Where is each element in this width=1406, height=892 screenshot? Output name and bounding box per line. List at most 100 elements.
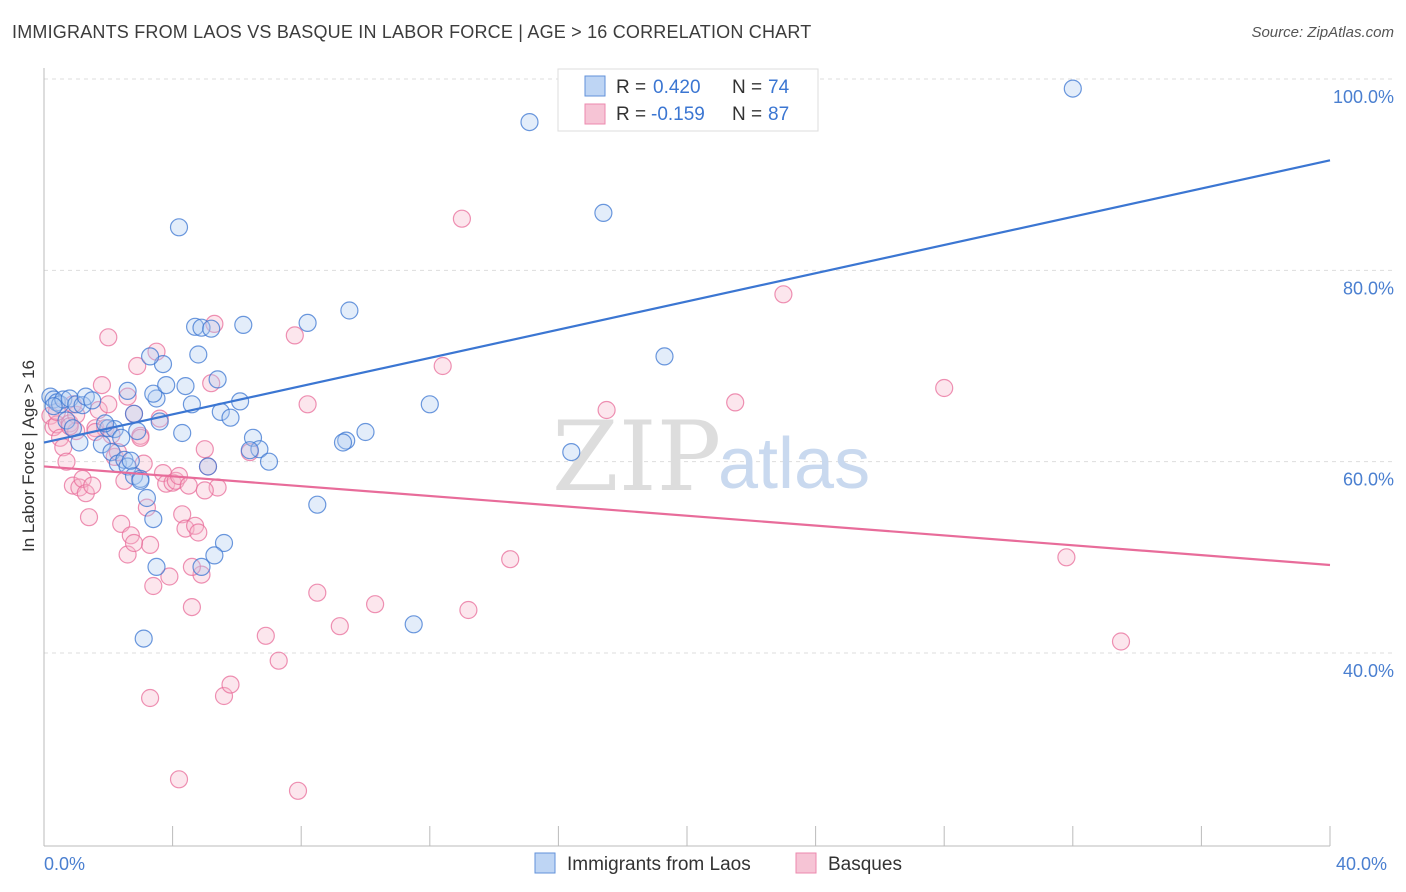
x-tick-label-min: 0.0% — [44, 854, 85, 874]
legend-r-label-laos: R = — [616, 77, 646, 98]
laos-point — [186, 317, 205, 336]
stats-legend: R = 0.420 N = 74 R = -0.159 N = 87 — [557, 68, 819, 132]
laos-point — [340, 301, 359, 320]
basques-point — [452, 209, 471, 228]
laos-point — [118, 457, 137, 476]
laos-point — [198, 457, 218, 476]
laos-point — [208, 370, 227, 389]
basques-point — [173, 505, 192, 524]
basques-point — [935, 378, 954, 398]
bottom-legend-swatch-basques — [795, 852, 817, 874]
basques-point — [189, 523, 208, 542]
laos-point — [92, 435, 112, 454]
basques-point — [57, 452, 76, 471]
laos-point — [192, 318, 211, 337]
trend-line-laos — [43, 159, 1331, 444]
x-tick-label-max: 40.0% — [1336, 854, 1387, 874]
laos-point — [192, 557, 211, 577]
basques-point — [179, 476, 198, 495]
legend-swatch-laos — [584, 75, 606, 97]
basques-point — [67, 405, 86, 424]
y-tick-label: 40.0% — [1343, 661, 1394, 681]
laos-point — [259, 452, 279, 471]
laos-point — [144, 384, 163, 403]
basques-point — [256, 626, 275, 645]
laos-point — [420, 395, 439, 414]
basques-point — [182, 597, 201, 617]
laos-point — [169, 218, 189, 237]
laos-point — [134, 629, 153, 648]
chart-title: IMMIGRANTS FROM LAOS VS BASQUE IN LABOR … — [12, 22, 812, 42]
laos-point — [112, 428, 131, 447]
laos-point — [308, 495, 327, 514]
basques-point — [330, 617, 349, 636]
basques-point — [195, 440, 214, 459]
laos-point — [655, 347, 674, 366]
laos-point — [356, 422, 375, 442]
basques-point — [774, 285, 793, 304]
laos-point — [202, 319, 221, 338]
basques-point — [60, 417, 79, 436]
laos-point — [141, 347, 160, 366]
laos-point — [337, 431, 356, 450]
laos-point — [205, 546, 224, 565]
laos-point — [83, 391, 102, 410]
laos-point — [50, 395, 70, 414]
basques-point — [192, 565, 211, 584]
watermark-zip: ZIP — [552, 401, 721, 513]
basques-point — [221, 675, 240, 694]
basques-point — [1111, 632, 1131, 651]
basques-point — [79, 508, 99, 527]
basques-point — [459, 600, 478, 620]
laos-point — [176, 377, 195, 396]
y-tick-label: 100.0% — [1333, 87, 1394, 107]
basques-point — [118, 387, 137, 406]
basques-point — [128, 356, 147, 376]
basques-point — [214, 686, 234, 706]
laos-point — [404, 615, 423, 634]
basques-point — [141, 535, 160, 555]
x-ticks — [43, 826, 1331, 846]
laos-point — [520, 112, 539, 132]
laos-point — [333, 433, 353, 452]
legend-n-label-laos: N = — [732, 77, 762, 98]
trend-line-basques — [43, 465, 1331, 567]
legend-r-value-laos: 0.420 — [653, 77, 701, 98]
basques-point — [124, 533, 144, 553]
basques-point — [160, 567, 179, 586]
bottom-legend-swatch-laos — [534, 852, 556, 874]
laos-point — [594, 203, 613, 222]
laos-point — [298, 313, 317, 332]
basques-point — [182, 557, 201, 577]
basques-point — [433, 356, 452, 376]
basques-point — [144, 576, 163, 596]
legend-n-value-basques: 87 — [768, 104, 789, 125]
basques-point — [169, 770, 189, 789]
laos-point — [118, 381, 137, 400]
watermark: ZIP atlas — [552, 401, 870, 513]
laos-point — [131, 471, 150, 490]
laos-point — [121, 451, 140, 470]
legend-n-label-basques: N = — [732, 104, 762, 125]
basques-point — [269, 651, 288, 670]
laos-point — [189, 345, 208, 364]
bottom-legend-label-basques: Basques — [828, 854, 902, 875]
legend-r-value-basques: -0.159 — [651, 104, 705, 125]
laos-point — [250, 440, 269, 459]
basques-point — [501, 550, 520, 569]
legend-swatch-basques — [584, 103, 606, 125]
series-legend: Immigrants from Laos Basques — [534, 852, 902, 875]
basques-point — [726, 393, 745, 412]
laos-point — [173, 423, 192, 443]
laos-point — [147, 557, 166, 577]
basques-point — [597, 400, 616, 420]
laos-point — [157, 376, 176, 395]
laos-point — [214, 533, 234, 553]
laos-point — [234, 315, 253, 334]
basques-point — [137, 498, 156, 517]
basques-point — [298, 395, 317, 414]
y-axis-label: In Labor Force | Age > 16 — [19, 360, 38, 552]
laos-point — [240, 441, 259, 460]
basques-point — [141, 688, 160, 708]
